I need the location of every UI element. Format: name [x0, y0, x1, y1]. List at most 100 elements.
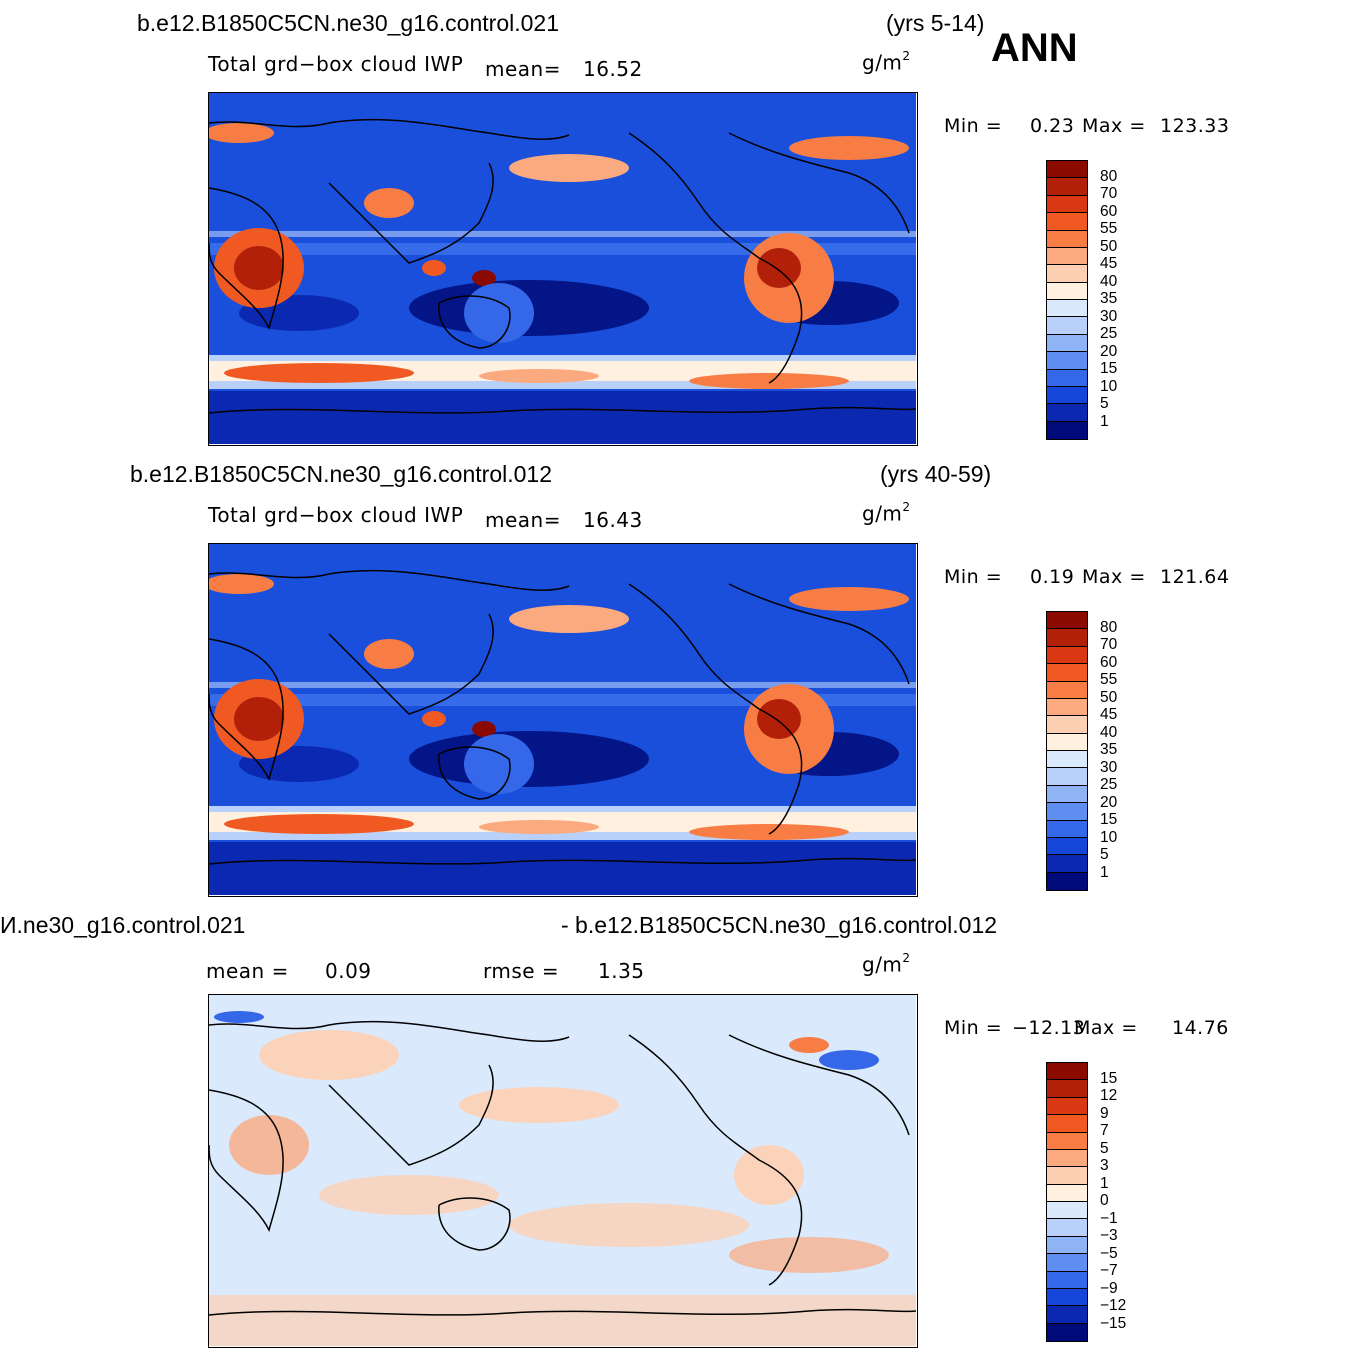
panel2-map	[208, 543, 918, 897]
panel2-colorbar-swatch	[1047, 646, 1087, 665]
panel1-max-value: 123.33	[1160, 115, 1230, 137]
panel3-colorbar-swatch	[1047, 1149, 1087, 1168]
panel2-colorbar-swatch	[1047, 681, 1087, 699]
colorbar-tick-label: 1	[1100, 412, 1109, 430]
panel3-case-left: И.ne30_g16.control.021	[0, 912, 246, 938]
colorbar-tick-label: 3	[1100, 1157, 1109, 1174]
colorbar-tick-label: −12	[1100, 1297, 1127, 1314]
colorbar-tick-label: −3	[1100, 1227, 1118, 1244]
panel3-colorbar-swatch	[1047, 1254, 1087, 1272]
colorbar-tick-label: 1	[1100, 863, 1109, 881]
panel1-colorbar-swatch	[1047, 282, 1087, 300]
panel3-colorbar-swatch	[1047, 1063, 1087, 1081]
panel2-colorbar-swatch	[1047, 733, 1087, 751]
panel1-colorbar-swatch	[1047, 317, 1087, 335]
colorbar-tick-label: 80	[1100, 167, 1118, 185]
panel3-case-right: - b.e12.B1850C5CN.ne30_g16.control.012	[561, 912, 998, 938]
panel1-colorbar-swatch	[1047, 404, 1087, 422]
panel3-colorbar-swatch	[1047, 1219, 1087, 1237]
panel1-map-field	[209, 93, 916, 444]
panel1-colorbar-labels: 80 70 60 55 50 45 40 35 30 25 20 15 10 5…	[1100, 160, 1140, 440]
panel2-max-label: Max =	[1082, 566, 1146, 588]
panel3-colorbar-labels: 15 12 9 7 5 3 1 0 −1 −3 −5 −7 −9 −12 −15	[1100, 1062, 1140, 1342]
colorbar-tick-label: 12	[1100, 1087, 1118, 1104]
colorbar-tick-label: 40	[1100, 723, 1118, 741]
panel1-colorbar-swatch	[1047, 369, 1087, 387]
panel3-mean-label: mean =	[206, 959, 289, 983]
colorbar-tick-label: 50	[1100, 237, 1118, 255]
panel2-colorbar-swatch	[1047, 751, 1087, 769]
panel3-colorbar-swatch	[1047, 1323, 1087, 1341]
panel1-map	[208, 92, 918, 446]
panel3-colorbar-swatch	[1047, 1132, 1087, 1150]
panel1-colorbar-swatch	[1047, 178, 1087, 196]
panel3-units: g/m2	[862, 951, 911, 977]
colorbar-tick-label: 15	[1100, 360, 1118, 377]
colorbar-tick-label: −15	[1100, 1314, 1127, 1332]
colorbar-tick-label: 25	[1100, 325, 1118, 342]
colorbar-tick-label: 40	[1100, 272, 1118, 290]
panel1-colorbar-swatch	[1047, 230, 1087, 248]
colorbar-tick-label: −5	[1100, 1244, 1118, 1262]
panel2-map-field	[209, 544, 916, 895]
panel1-colorbar-swatch	[1047, 247, 1087, 266]
panel2-units: g/m2	[862, 500, 911, 526]
colorbar-tick-label: 50	[1100, 688, 1118, 706]
colorbar-tick-label: 10	[1100, 377, 1118, 395]
colorbar-tick-label: −9	[1100, 1279, 1118, 1297]
panel1-colorbar-swatch	[1047, 386, 1087, 405]
panel3-colorbar-swatch	[1047, 1236, 1087, 1255]
panel1-colorbar-swatch	[1047, 213, 1087, 231]
panel1-years: (yrs 5-14)	[886, 10, 985, 36]
panel3-colorbar-swatch	[1047, 1097, 1087, 1116]
panel3-mean-value: 0.09	[325, 959, 372, 983]
panel1-min-value: 0.23	[1030, 115, 1075, 137]
panel2-colorbar-swatch	[1047, 837, 1087, 856]
panel1-mean-label: mean=	[485, 57, 561, 81]
panel1-variable: Total grd−box cloud IWP	[208, 52, 464, 76]
panel2-colorbar-swatch	[1047, 855, 1087, 873]
panel3-colorbar-swatch	[1047, 1202, 1087, 1220]
panel2-years: (yrs 40-59)	[880, 461, 992, 487]
panel1-colorbar-swatch	[1047, 421, 1087, 439]
colorbar-tick-label: 25	[1100, 776, 1118, 793]
panel3-map	[208, 994, 918, 1348]
panel3-rmse-label: rmse =	[483, 959, 560, 983]
colorbar-tick-label: 70	[1100, 636, 1118, 653]
panel3-colorbar-swatch	[1047, 1306, 1087, 1324]
colorbar-tick-label: 0	[1100, 1192, 1109, 1209]
colorbar-tick-label: 80	[1100, 618, 1118, 636]
colorbar-tick-label: 60	[1100, 202, 1118, 220]
panel2-colorbar-swatch	[1047, 698, 1087, 717]
panel2-colorbar-swatch	[1047, 612, 1087, 630]
panel2-colorbar-swatch	[1047, 768, 1087, 786]
panel3-colorbar-swatch	[1047, 1271, 1087, 1289]
panel2-colorbar	[1046, 611, 1088, 891]
panel3-min-label: Min =	[944, 1017, 1003, 1039]
panel2-min-value: 0.19	[1030, 566, 1075, 588]
panel3-colorbar-swatch	[1047, 1288, 1087, 1307]
panel3-colorbar-swatch	[1047, 1167, 1087, 1185]
colorbar-tick-label: 15	[1100, 1069, 1118, 1087]
panel3-colorbar-swatch	[1047, 1184, 1087, 1202]
panel1-colorbar-swatch	[1047, 352, 1087, 370]
colorbar-tick-label: 20	[1100, 342, 1118, 360]
colorbar-tick-label: 55	[1100, 671, 1118, 688]
panel2-min-label: Min =	[944, 566, 1003, 588]
panel1-max-label: Max =	[1082, 115, 1146, 137]
panel2-colorbar-swatch	[1047, 872, 1087, 890]
colorbar-tick-label: 45	[1100, 706, 1118, 723]
colorbar-tick-label: −7	[1100, 1262, 1118, 1279]
panel2-colorbar-labels: 80 70 60 55 50 45 40 35 30 25 20 15 10 5…	[1100, 611, 1140, 891]
panel2-colorbar-swatch	[1047, 664, 1087, 682]
panel2-colorbar-swatch	[1047, 820, 1087, 838]
panel2-mean-value: 16.43	[583, 508, 643, 532]
panel2-case-name: b.e12.B1850C5CN.ne30_g16.control.012	[130, 461, 552, 487]
panel1-case-name: b.e12.B1850C5CN.ne30_g16.control.021	[137, 10, 559, 36]
colorbar-tick-label: 70	[1100, 185, 1118, 202]
panel1-min-label: Min =	[944, 115, 1003, 137]
panel1-units: g/m2	[862, 49, 911, 75]
panel2-max-value: 121.64	[1160, 566, 1230, 588]
colorbar-tick-label: 15	[1100, 811, 1118, 828]
panel3-max-label: Max =	[1074, 1017, 1138, 1039]
